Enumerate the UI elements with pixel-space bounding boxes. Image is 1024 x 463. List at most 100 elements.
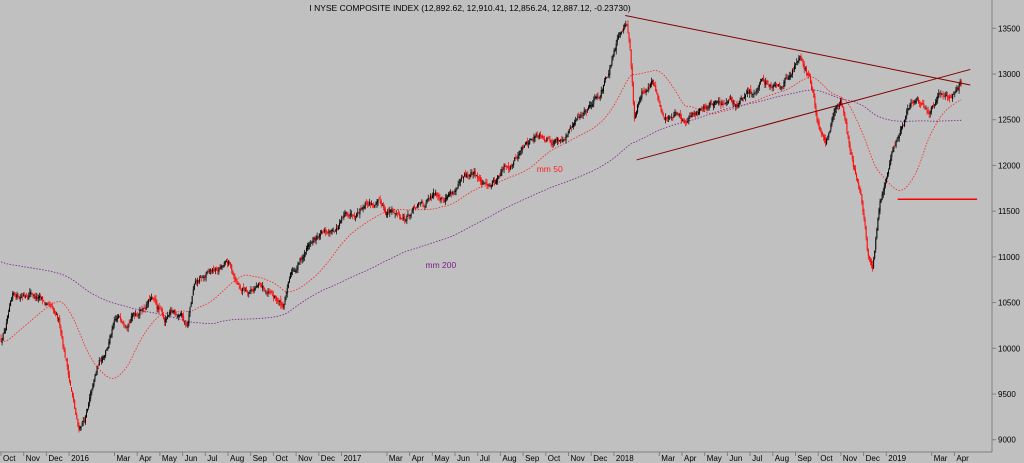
candle <box>600 86 602 99</box>
candle <box>769 83 771 91</box>
candle <box>708 102 710 111</box>
candle <box>508 165 510 173</box>
candle <box>414 206 416 211</box>
candle <box>247 290 249 297</box>
candle <box>365 199 367 206</box>
candle <box>685 119 687 127</box>
candle <box>300 256 302 263</box>
candle <box>958 82 960 94</box>
candle <box>208 268 210 275</box>
candle <box>69 380 71 386</box>
candle <box>376 198 378 209</box>
candle <box>742 96 744 102</box>
x-tick-label: Apr <box>956 454 969 463</box>
candle <box>364 201 366 210</box>
candle <box>14 291 16 297</box>
x-tick-label: 2019 <box>888 454 906 463</box>
candle <box>802 59 804 68</box>
candle <box>151 293 153 301</box>
candle <box>442 197 444 203</box>
candle <box>262 281 264 292</box>
candle <box>296 265 298 274</box>
candle <box>632 81 634 106</box>
candle <box>73 392 75 403</box>
candle <box>784 77 786 87</box>
candle <box>128 319 130 328</box>
candle <box>413 204 415 209</box>
candle <box>176 314 178 319</box>
candle <box>475 174 477 177</box>
candle <box>653 79 655 86</box>
candle <box>611 55 613 67</box>
candle <box>25 294 27 299</box>
candle <box>396 212 398 218</box>
candle <box>542 134 544 139</box>
candle <box>696 110 698 117</box>
candle <box>232 269 234 276</box>
candle <box>94 374 96 383</box>
candle <box>136 312 138 317</box>
candle <box>205 271 207 282</box>
candle <box>278 297 280 306</box>
candle <box>608 69 610 78</box>
candle <box>287 281 289 289</box>
candle <box>237 281 239 285</box>
candle <box>242 283 244 291</box>
candle <box>68 370 70 384</box>
candle <box>926 107 928 115</box>
candle <box>332 227 334 233</box>
candle <box>166 316 168 323</box>
candle <box>485 178 487 186</box>
candle <box>888 168 890 177</box>
candle <box>672 117 674 122</box>
candle <box>929 110 931 118</box>
candle <box>59 314 61 329</box>
candle <box>2 332 4 342</box>
candle <box>561 135 563 143</box>
candle <box>927 106 929 115</box>
candle <box>658 95 660 104</box>
candle <box>572 122 574 130</box>
candle <box>470 168 472 178</box>
candle <box>506 165 508 169</box>
candle <box>593 96 595 108</box>
candle <box>438 192 440 201</box>
candle <box>375 201 377 206</box>
candle <box>738 100 740 108</box>
candle <box>335 223 337 235</box>
ma50-line <box>1 70 962 379</box>
candle <box>825 134 827 147</box>
candle <box>898 133 900 142</box>
candle <box>426 198 428 204</box>
candle <box>148 295 150 302</box>
candle <box>162 312 164 320</box>
candle <box>703 104 705 112</box>
y-tick-label: 12500 <box>998 116 1021 125</box>
candle <box>240 288 242 294</box>
x-tick-label: Oct <box>275 454 288 463</box>
candle <box>229 260 231 265</box>
candle <box>345 211 347 217</box>
candle <box>467 171 469 179</box>
candle <box>791 68 793 78</box>
candle <box>418 202 420 208</box>
candle <box>834 106 836 117</box>
candle <box>758 81 760 91</box>
candle <box>766 80 768 85</box>
candle <box>619 31 621 38</box>
candle <box>537 134 539 140</box>
candle <box>440 197 442 204</box>
candle <box>403 213 405 221</box>
candle <box>13 291 15 296</box>
candle <box>953 91 955 95</box>
candle <box>724 102 726 105</box>
candle <box>849 141 851 155</box>
candle <box>527 137 529 147</box>
candle <box>398 211 400 220</box>
candle <box>34 292 36 301</box>
candle <box>823 134 825 144</box>
candle <box>536 131 538 139</box>
candle <box>570 126 572 132</box>
candle <box>846 118 848 135</box>
candle <box>877 217 879 231</box>
